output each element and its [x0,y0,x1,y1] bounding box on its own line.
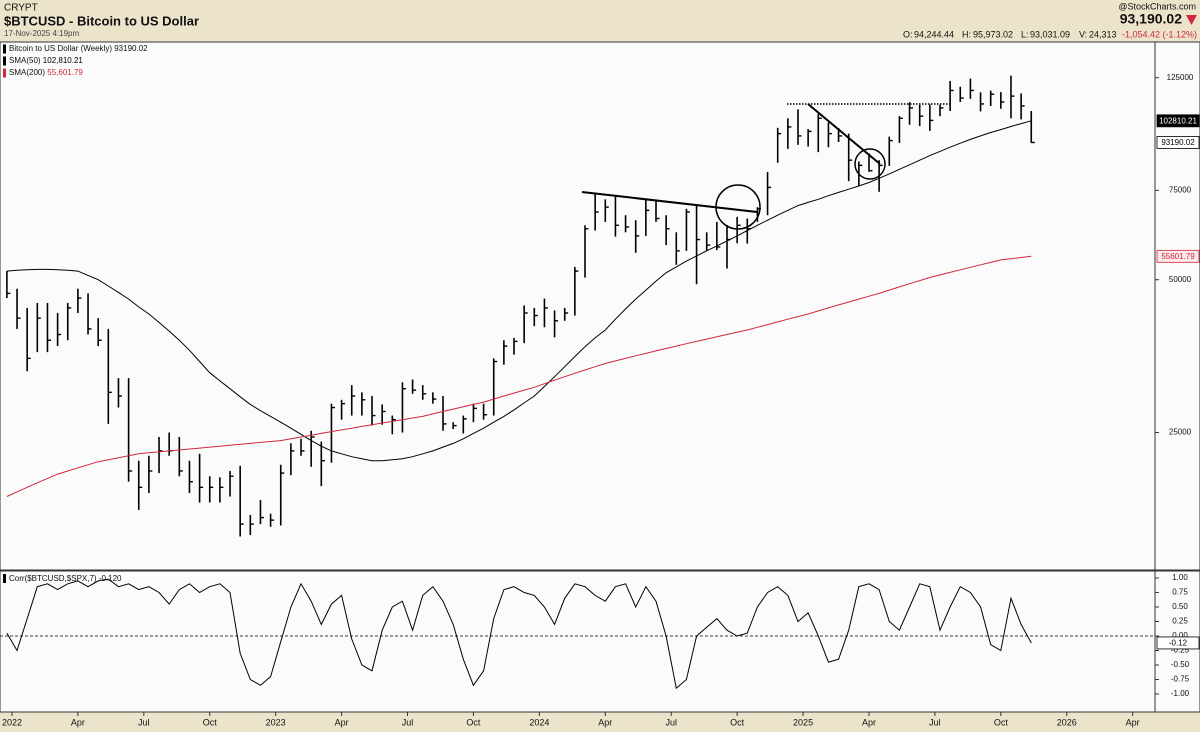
quote-label: L: [1021,29,1029,39]
quote-value: 24,313 [1089,29,1117,39]
y-tick-label: 0.25 [1172,617,1188,626]
value-tag-label: 102810.21 [1159,116,1197,125]
legend-value: 102,810.21 [43,56,84,65]
quote-value: 93,031.09 [1030,29,1070,39]
x-tick-label: Apr [598,717,612,727]
y-tick-label: -1.00 [1171,689,1190,698]
x-tick-label: Apr [71,717,85,727]
y-tick-label: -0.50 [1171,660,1190,669]
legend-name: Bitcoin to US Dollar (Weekly) [9,44,112,53]
x-tick-label: 2024 [529,717,549,727]
y-tick-label: 25000 [1169,428,1192,437]
x-tick-label: 2023 [266,717,286,727]
sma-line [6,255,1032,497]
y-tick-label: -0.25 [1171,646,1190,655]
legend-entry: SMA(200) 55,601.79 [9,68,83,77]
circle [715,184,761,230]
y-tick-label: 0.50 [1172,602,1188,611]
legend-value: 93190.02 [114,44,148,53]
x-tick-label: Apr [862,717,876,727]
legend-entry: Bitcoin to US Dollar (Weekly) 93190.02 [9,44,148,53]
price-panel [0,41,1200,571]
y-tick-label: 75000 [1169,185,1192,194]
circle [854,148,886,180]
corr-line [6,578,1032,690]
x-tick-label: Oct [466,717,481,727]
value-tag [1156,249,1200,263]
x-tick-label: Jul [929,717,941,727]
y-tick-label: 1.00 [1172,573,1188,582]
trendline [807,103,881,165]
quote-value: 94,244.44 [914,29,954,39]
y-tick-label: 125000 [1167,73,1194,82]
price: 93,190.02 [1120,11,1182,27]
brand: @StockCharts.com [1118,1,1196,11]
legend-swatch [3,56,6,66]
trendline [581,191,758,213]
value-tag-label: 93190.02 [1161,138,1195,147]
change: -1,054.42 (-1.12%) [1122,29,1197,39]
corr-panel [0,570,1200,713]
legend-value: 55,601.79 [47,68,83,77]
quote-value: 95,973.02 [973,29,1013,39]
down-arrow [1186,15,1197,25]
legend-swatch [3,44,6,54]
x-tick-label: Oct [203,717,218,727]
value-tag [1156,636,1200,650]
x-tick-label: Oct [730,717,745,727]
sma-line [6,120,1032,462]
x-tick-label: 2025 [793,717,813,727]
x-tick-label: Jul [138,717,150,727]
quote-label: O: [903,29,913,39]
x-tick-label: Oct [994,717,1009,727]
chart-header-title: $BTCUSD - Bitcoin to US Dollar [4,13,199,28]
exchange: CRYPT [4,3,38,14]
y-tick-label: -0.75 [1171,675,1190,684]
value-tag [1156,136,1200,149]
y-tick-label: 50000 [1169,275,1192,284]
annotations [581,103,950,230]
legend-name: SMA(50) [9,56,41,65]
legend-entry: SMA(50) 102,810.21 [9,56,83,65]
value-tag-label: -0.12 [1169,639,1188,648]
x-tick-label: Jul [402,717,414,727]
x-tick-label: Apr [1126,717,1140,727]
x-tick-label: Apr [335,717,349,727]
y-tick-label: 0.75 [1172,588,1188,597]
x-tick-label: Jul [665,717,677,727]
legend-name: SMA(200) [9,68,45,77]
quote-label: V: [1079,29,1087,39]
value-tag [1156,114,1200,128]
panel-title: Corr($BTCUSD,$SPX,7) -0.120 [9,574,122,583]
legend-swatch [3,574,6,583]
value-tag-label: 55601.79 [1161,252,1195,261]
y-tick-label: 0.00 [1172,631,1188,640]
legend-swatch [3,68,6,78]
x-tick-label: 2022 [2,717,22,727]
x-tick-label: 2026 [1057,717,1077,727]
quote-label: H: [962,29,971,39]
date: 17-Nov-2025 4:19pm [4,29,79,38]
